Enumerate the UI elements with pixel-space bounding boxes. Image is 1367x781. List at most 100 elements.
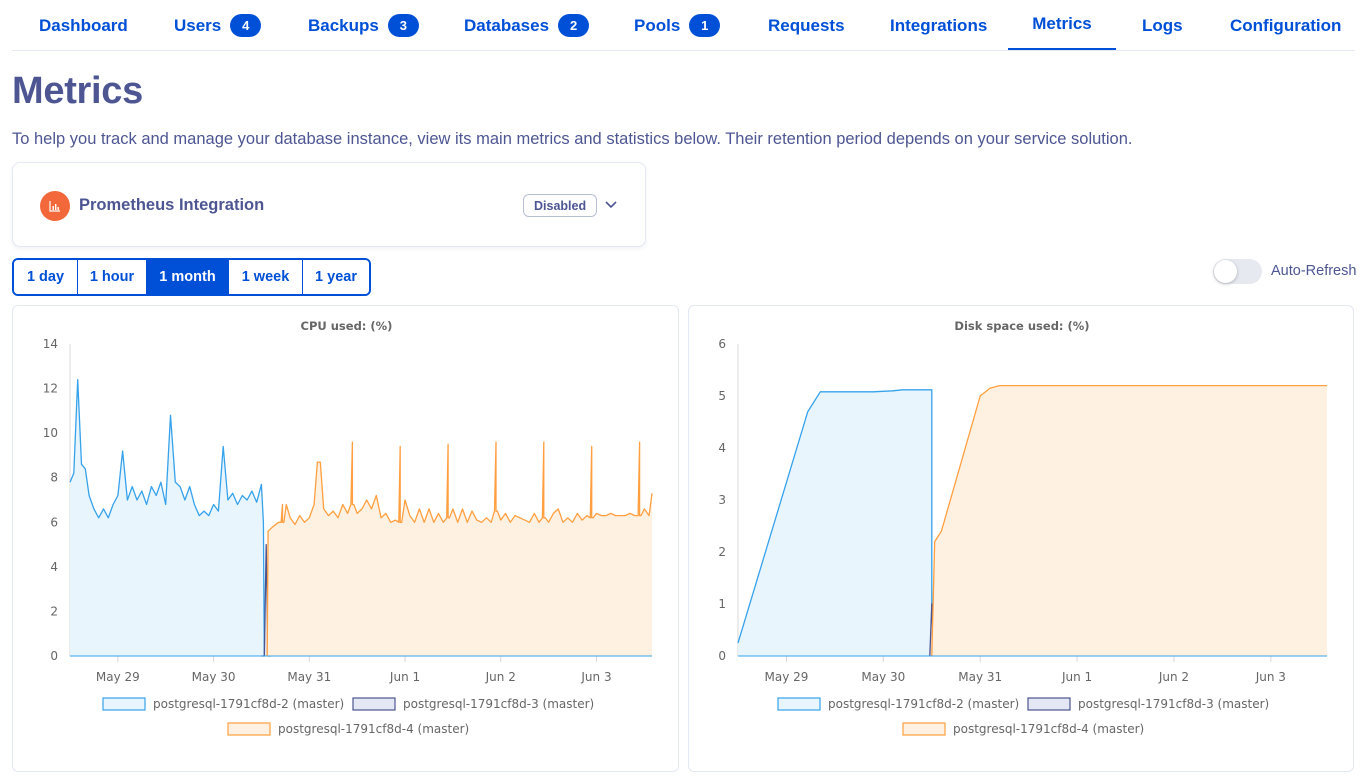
period-1-day[interactable]: 1 day	[14, 260, 78, 294]
period-selector: 1 day 1 hour 1 month 1 week 1 year	[12, 258, 371, 296]
legend-swatch	[1027, 697, 1071, 711]
legend-swatch	[902, 722, 946, 736]
status-badge: Disabled	[523, 194, 598, 217]
legend-swatch	[777, 697, 821, 711]
x-tick-label: Jun 3	[580, 670, 611, 684]
legend-swatch	[102, 697, 146, 711]
bar-chart-icon	[40, 191, 70, 221]
series-area-3	[267, 442, 652, 656]
y-tick-label: 3	[718, 493, 726, 507]
y-tick-label: 10	[43, 426, 58, 440]
cpu-chart: CPU used: (%) 0 2 4 6 8 10 12 14 May 29 May 30 May …	[43, 319, 653, 736]
toggle-knob	[1214, 260, 1237, 283]
nav-item-logs[interactable]: Logs	[1142, 0, 1183, 51]
page-description: To help you track and manage your databa…	[12, 130, 1133, 148]
y-tick-label: 6	[718, 337, 726, 351]
period-1-month[interactable]: 1 month	[147, 260, 229, 294]
y-tick-label: 14	[43, 337, 58, 351]
period-1-year[interactable]: 1 year	[303, 260, 369, 294]
y-tick-label: 8	[50, 471, 58, 485]
x-tick-label: Jun 3	[1255, 670, 1286, 684]
y-tick-label: 4	[718, 441, 726, 455]
legend-item: postgresql-1791cf8d-2 (master)	[102, 697, 344, 711]
count-badge: 1	[689, 14, 721, 37]
y-tick-label: 0	[718, 649, 726, 663]
cpu-chart-panel: CPU used: (%) 0 2 4 6 8 10 12 14 May 29 May 30 May …	[12, 305, 679, 772]
nav-item-dashboard[interactable]: Dashboard	[39, 0, 128, 51]
x-tick-label: Jun 1	[1061, 670, 1092, 684]
legend-label: postgresql-1791cf8d-4 (master)	[953, 722, 1144, 736]
y-tick-label: 2	[718, 545, 726, 559]
count-badge: 2	[558, 14, 590, 37]
nav-label: Configuration	[1230, 15, 1342, 35]
legend-label: postgresql-1791cf8d-4 (master)	[278, 722, 469, 736]
x-tick-label: May 30	[192, 670, 236, 684]
y-tick-label: 4	[50, 560, 58, 574]
x-tick-label: May 29	[764, 670, 808, 684]
nav-label: Dashboard	[39, 15, 128, 35]
legend-label: postgresql-1791cf8d-2 (master)	[828, 697, 1019, 711]
nav-item-configuration[interactable]: Configuration	[1230, 0, 1341, 51]
x-tick-label: May 30	[861, 670, 905, 684]
nav-label: Metrics	[1032, 14, 1092, 33]
top-nav: Dashboard Users 4 Backups 3 Databases 2 Poo…	[12, 0, 1355, 51]
series-area-1	[70, 379, 265, 656]
legend-item: postgresql-1791cf8d-4 (master)	[902, 722, 1144, 736]
series-line-3	[931, 384, 1327, 657]
series-area-1	[738, 389, 932, 656]
x-tick-label: Jun 2	[1158, 670, 1189, 684]
y-tick-label: 6	[50, 515, 58, 529]
nav-label: Databases	[464, 15, 550, 35]
nav-item-pools[interactable]: Pools 1	[634, 0, 721, 51]
y-tick-label: 2	[50, 604, 58, 618]
series-area-2	[261, 544, 271, 656]
nav-item-metrics[interactable]: Metrics	[1008, 0, 1116, 50]
legend-label: postgresql-1791cf8d-3 (master)	[403, 697, 594, 711]
legend-swatch	[227, 722, 271, 736]
legend-swatch	[352, 697, 396, 711]
chevron-down-icon[interactable]	[602, 196, 620, 214]
nav-item-integrations[interactable]: Integrations	[890, 0, 987, 51]
disk-chart-panel: Disk space used: (%) 0 1 2 3 4 5 6 May 29 May 30 M…	[688, 305, 1354, 772]
legend-label: postgresql-1791cf8d-3 (master)	[1078, 697, 1269, 711]
prometheus-integration-card[interactable]: Prometheus Integration Disabled	[12, 162, 646, 247]
nav-label: Logs	[1142, 15, 1183, 35]
auto-refresh-label: Auto-Refresh	[1271, 263, 1357, 279]
x-tick-label: May 29	[96, 670, 140, 684]
series-line-1	[737, 389, 933, 656]
chart-title: Disk space used: (%)	[954, 319, 1089, 333]
y-tick-label: 12	[43, 382, 58, 396]
auto-refresh-toggle[interactable]	[1213, 259, 1262, 284]
x-tick-label: Jun 1	[389, 670, 420, 684]
count-badge: 3	[387, 14, 419, 37]
x-tick-label: May 31	[958, 670, 1002, 684]
legend-item: postgresql-1791cf8d-3 (master)	[1027, 697, 1269, 711]
legend-item: postgresql-1791cf8d-4 (master)	[227, 722, 469, 736]
nav-item-backups[interactable]: Backups 3	[308, 0, 419, 51]
chart-title: CPU used: (%)	[301, 319, 393, 333]
period-1-week[interactable]: 1 week	[229, 260, 303, 294]
nav-item-users[interactable]: Users 4	[174, 0, 262, 51]
series-line-3	[266, 441, 653, 657]
nav-item-databases[interactable]: Databases 2	[464, 0, 590, 51]
nav-label: Requests	[768, 15, 845, 35]
count-badge: 4	[230, 14, 262, 37]
card-title: Prometheus Integration	[79, 196, 265, 214]
x-tick-label: May 31	[287, 670, 331, 684]
legend-label: postgresql-1791cf8d-2 (master)	[153, 697, 344, 711]
series-line-1	[69, 379, 265, 657]
y-tick-label: 5	[718, 389, 726, 403]
nav-label: Backups	[308, 15, 379, 35]
disk-space-chart: Disk space used: (%) 0 1 2 3 4 5 6 May 29 May 30 M…	[718, 319, 1327, 736]
nav-item-requests[interactable]: Requests	[768, 0, 845, 51]
y-tick-label: 0	[50, 649, 58, 663]
nav-label: Integrations	[890, 15, 988, 35]
y-tick-label: 1	[718, 597, 726, 611]
x-tick-label: Jun 2	[485, 670, 516, 684]
nav-label: Users	[174, 15, 222, 35]
nav-label: Pools	[634, 15, 681, 35]
legend-item: postgresql-1791cf8d-3 (master)	[352, 697, 594, 711]
period-1-hour[interactable]: 1 hour	[78, 260, 147, 294]
page-title: Metrics	[12, 70, 143, 112]
legend-item: postgresql-1791cf8d-2 (master)	[777, 697, 1019, 711]
